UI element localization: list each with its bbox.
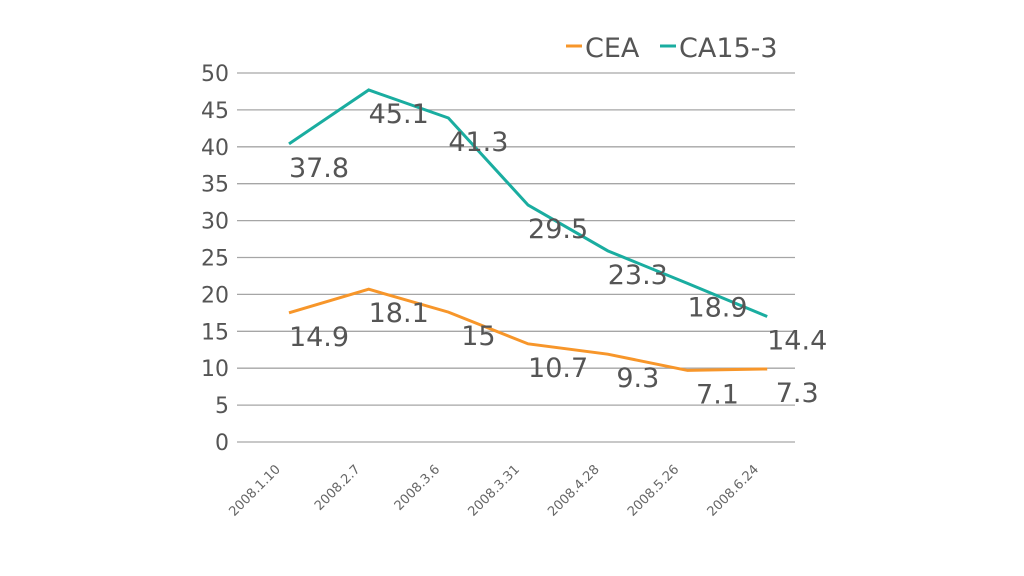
y-tick-label: 0	[215, 431, 229, 456]
data-label: 15	[461, 321, 495, 352]
y-tick-label: 25	[201, 247, 229, 272]
y-tick-label: 40	[201, 136, 229, 161]
data-label: 18.9	[687, 292, 747, 323]
x-tick-label: 2008.4.28	[545, 462, 602, 519]
y-tick-label: 45	[201, 99, 229, 124]
data-label: 14.4	[767, 326, 827, 357]
x-tick-label: 2008.3.6	[392, 462, 444, 514]
data-label: 18.1	[369, 298, 429, 329]
legend-label: CA15-3	[679, 33, 778, 64]
y-tick-label: 20	[201, 283, 229, 308]
x-tick-label: 2008.1.10	[226, 462, 283, 519]
data-label: 9.3	[616, 363, 659, 394]
data-label: 7.1	[696, 379, 739, 410]
x-tick-label: 2008.6.24	[705, 462, 762, 519]
data-label: 29.5	[528, 214, 588, 245]
data-label: 23.3	[608, 260, 668, 291]
y-tick-label: 10	[201, 357, 229, 382]
data-label: 7.3	[776, 378, 819, 409]
data-label: 41.3	[448, 127, 508, 158]
data-label: 37.8	[289, 153, 349, 184]
x-tick-label: 2008.2.7	[312, 462, 364, 514]
data-label: 10.7	[528, 353, 588, 384]
x-tick-label: 2008.3.31	[466, 462, 523, 519]
legend-label: CEA	[585, 33, 640, 64]
data-label: 14.9	[289, 322, 349, 353]
y-tick-label: 15	[201, 320, 229, 345]
series-line-ca15-3	[288, 88, 768, 318]
data-label: 45.1	[369, 99, 429, 130]
y-tick-label: 5	[215, 394, 229, 419]
x-tick-label: 2008.5.26	[625, 462, 682, 519]
y-tick-label: 35	[201, 173, 229, 198]
y-tick-label: 50	[201, 62, 229, 87]
y-tick-label: 30	[201, 210, 229, 235]
